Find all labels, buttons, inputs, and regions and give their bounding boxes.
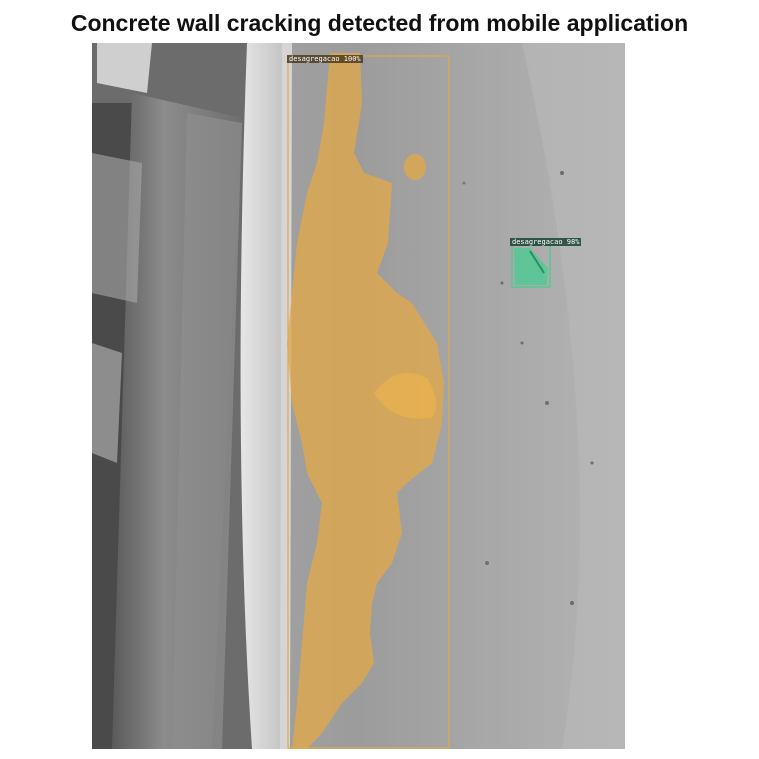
detection-box-orange (287, 55, 450, 749)
crack-mask-green (514, 248, 548, 285)
crack-mask-orange (287, 53, 444, 749)
figure-title: Concrete wall cracking detected from mob… (70, 10, 689, 36)
detection-label-green: desagregacao 98% (510, 238, 582, 246)
detection-label-orange: desagregacao 100% (287, 55, 363, 63)
wall-photo: desagregacao 100% desagregacao 98% (92, 43, 625, 749)
